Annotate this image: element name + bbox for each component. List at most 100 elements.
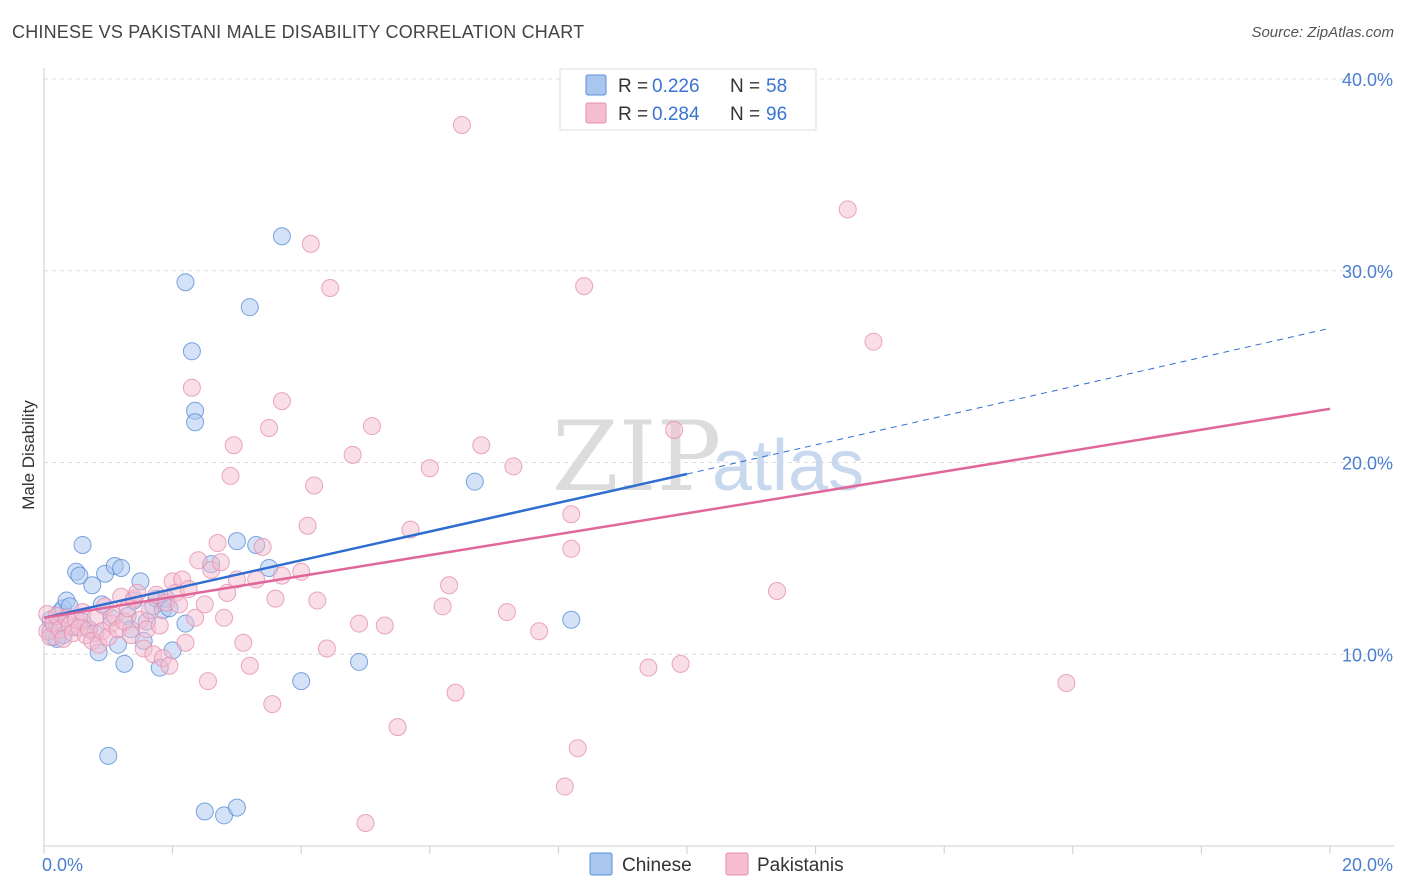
source-label: Source: ZipAtlas.com — [1251, 24, 1394, 41]
point-pakistani-83 — [433, 597, 452, 616]
watermark-atlas: atlas — [712, 426, 864, 506]
trend-lines — [43, 327, 1331, 620]
point-pakistani-36 — [150, 616, 169, 635]
point-pakistani-73 — [317, 639, 336, 658]
bottom-legend-swatch-pakistani — [725, 852, 749, 876]
grid-lines — [44, 78, 1394, 655]
point-pakistani-57 — [224, 436, 243, 455]
legend-n-value-pakistani: 96 — [766, 104, 787, 125]
y-tick-label-30: 30.0% — [1342, 262, 1393, 282]
point-pakistani-62 — [253, 537, 272, 556]
point-pakistani-88 — [497, 603, 516, 622]
point-pakistani-48 — [189, 551, 208, 570]
point-pakistani-79 — [375, 616, 394, 635]
trend-line-pakistani — [43, 407, 1331, 620]
legend-r-value-chinese: 0.226 — [652, 76, 700, 97]
legend-n-label-chinese: N = — [730, 76, 760, 97]
trend-line-chinese — [43, 472, 688, 620]
point-chinese-53 — [350, 652, 369, 671]
point-pakistani-65 — [266, 589, 285, 608]
point-chinese-40 — [182, 342, 201, 361]
point-chinese-50 — [272, 227, 291, 246]
point-pakistani-66 — [272, 392, 291, 411]
point-pakistani-74 — [321, 279, 340, 298]
point-pakistani-78 — [362, 417, 381, 436]
x-tick-label-min: 0.0% — [42, 855, 83, 875]
point-chinese-23 — [112, 558, 131, 577]
bottom-legend-pakistani: Pakistanis — [757, 855, 844, 876]
series-pakistani-points — [38, 116, 1076, 832]
point-pakistani-39 — [160, 656, 179, 675]
point-pakistani-54 — [215, 608, 234, 627]
point-pakistani-72 — [308, 591, 327, 610]
point-pakistani-33 — [141, 601, 160, 620]
point-chinese-55 — [562, 610, 581, 629]
point-pakistani-50 — [198, 672, 217, 691]
point-pakistani-94 — [568, 739, 587, 758]
point-pakistani-100 — [838, 200, 857, 219]
point-pakistani-53 — [211, 553, 230, 572]
bottom-legend-swatch-chinese — [589, 852, 613, 876]
point-pakistani-46 — [182, 378, 201, 397]
point-pakistani-63 — [260, 418, 279, 437]
point-pakistani-49 — [195, 595, 214, 614]
point-pakistani-90 — [530, 622, 549, 641]
point-pakistani-71 — [305, 476, 324, 495]
watermark-zip: ZIP — [552, 401, 721, 513]
point-pakistani-102 — [1057, 674, 1076, 693]
point-pakistani-75 — [343, 445, 362, 464]
point-chinese-39 — [176, 273, 195, 292]
point-pakistani-69 — [298, 516, 317, 535]
point-pakistani-82 — [420, 459, 439, 478]
legend-r-label-chinese: R = — [618, 76, 648, 97]
legend-n-value-chinese: 58 — [766, 76, 787, 97]
point-pakistani-80 — [388, 718, 407, 737]
y-axis-label: Male Disability — [19, 400, 38, 510]
point-pakistani-87 — [472, 436, 491, 455]
point-pakistani-97 — [665, 420, 684, 439]
y-tick-label-20: 20.0% — [1342, 454, 1393, 474]
legend-r-value-pakistani: 0.284 — [652, 104, 700, 125]
legend-swatch-pakistani — [585, 102, 607, 124]
point-chinese-48 — [240, 298, 259, 317]
point-chinese-52 — [292, 672, 311, 691]
point-chinese-42 — [186, 413, 205, 432]
point-chinese-54 — [465, 472, 484, 491]
chart-title: CHINESE VS PAKISTANI MALE DISABILITY COR… — [12, 22, 585, 42]
point-pakistani-76 — [350, 614, 369, 633]
point-chinese-46 — [227, 532, 246, 551]
point-pakistani-77 — [356, 813, 375, 832]
point-pakistani-67 — [272, 566, 291, 585]
point-pakistani-84 — [440, 576, 459, 595]
point-pakistani-91 — [555, 777, 574, 796]
point-pakistani-92 — [562, 539, 581, 558]
point-pakistani-101 — [864, 332, 883, 351]
axes: 10.0% 20.0% 30.0% 40.0% 0.0% 20.0% — [42, 68, 1394, 875]
point-pakistani-47 — [186, 608, 205, 627]
bottom-legend-chinese: Chinese — [622, 855, 692, 876]
bottom-legend: Chinese Pakistanis — [589, 852, 844, 876]
point-pakistani-59 — [234, 633, 253, 652]
point-pakistani-96 — [639, 658, 658, 677]
point-pakistani-95 — [575, 277, 594, 296]
point-pakistani-99 — [768, 581, 787, 600]
point-pakistani-42 — [170, 595, 189, 614]
point-chinese-14 — [83, 576, 102, 595]
legend: R = 0.226 N = 58 R = 0.284 N = 96 — [559, 68, 817, 131]
point-pakistani-44 — [176, 633, 195, 652]
point-pakistani-85 — [446, 683, 465, 702]
point-chinese-24 — [115, 654, 134, 673]
legend-n-label-pakistani: N = — [730, 104, 760, 125]
point-chinese-19 — [99, 746, 118, 765]
point-pakistani-93 — [562, 505, 581, 524]
y-tick-label-40: 40.0% — [1342, 70, 1393, 90]
point-pakistani-70 — [301, 234, 320, 253]
point-pakistani-89 — [504, 457, 523, 476]
legend-r-label-pakistani: R = — [618, 104, 648, 125]
point-pakistani-98 — [671, 654, 690, 673]
y-tick-label-10: 10.0% — [1342, 645, 1393, 665]
point-pakistani-56 — [221, 466, 240, 485]
point-pakistani-64 — [263, 695, 282, 714]
point-chinese-43 — [195, 802, 214, 821]
